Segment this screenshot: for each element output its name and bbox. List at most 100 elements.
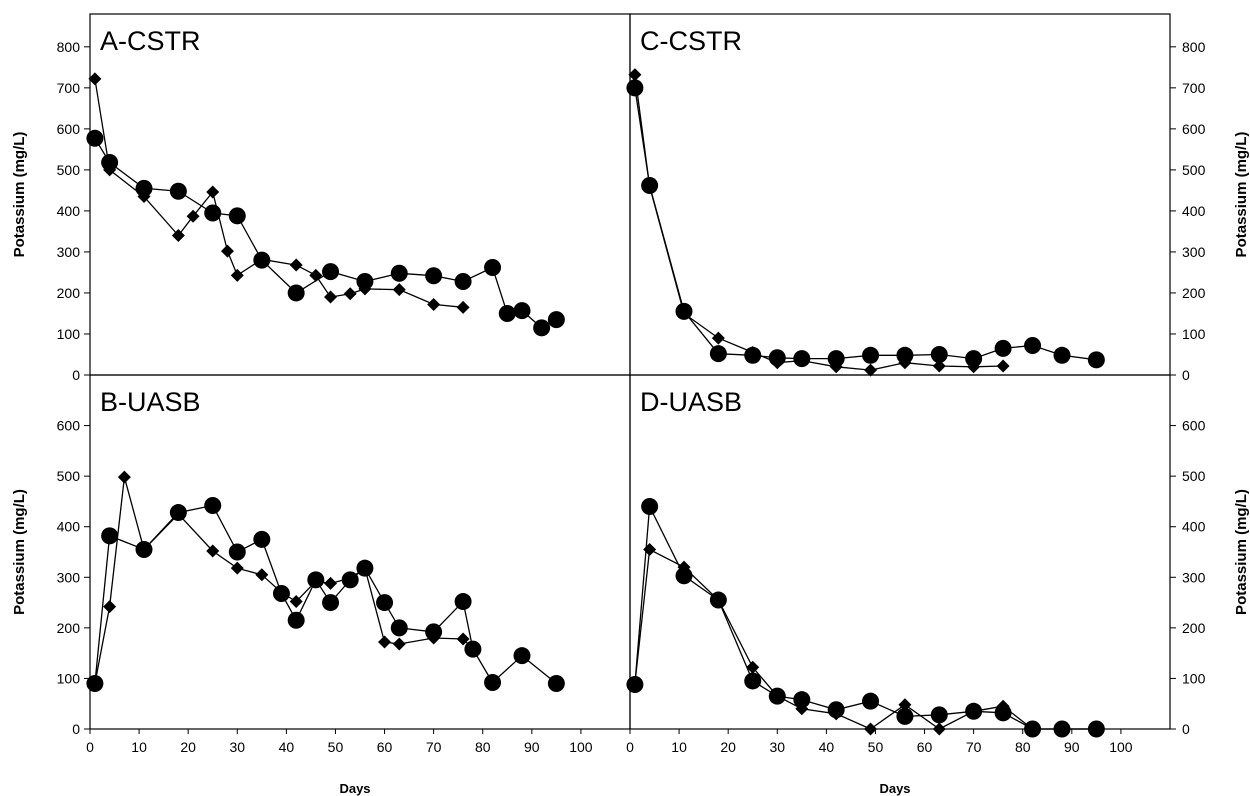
data-point-circle: [994, 704, 1012, 722]
data-point-circle: [1024, 336, 1042, 354]
data-point-diamond: [746, 660, 760, 674]
y-axis-label: Potassium (mg/L): [1233, 489, 1250, 615]
data-point-circle: [101, 527, 119, 545]
data-point-circle: [86, 129, 104, 147]
x-tick-label: 20: [180, 739, 196, 755]
data-point-diamond: [289, 595, 303, 609]
data-point-circle: [626, 675, 644, 693]
data-point-circle: [513, 302, 531, 320]
panel-title: B-UASB: [100, 387, 201, 417]
data-point-diamond: [864, 363, 878, 377]
data-point-circle: [1087, 720, 1105, 738]
y-tick-label: 700: [1182, 80, 1206, 96]
data-point-diamond: [255, 568, 269, 582]
data-point-circle: [827, 701, 845, 719]
y-tick-label: 100: [1182, 670, 1206, 686]
y-axis-label: Potassium (mg/L): [11, 489, 28, 615]
series-line-circle: [634, 504, 1097, 730]
plot-frame: [629, 374, 1171, 730]
y-tick-label: 300: [1182, 244, 1206, 260]
y-tick-label: 0: [72, 367, 80, 383]
x-tick-label: 30: [229, 739, 245, 755]
x-tick-label: 100: [569, 739, 593, 755]
data-point-circle: [356, 559, 374, 577]
data-point-diamond: [898, 698, 912, 712]
data-point-diamond: [230, 561, 244, 575]
data-point-diamond: [378, 635, 392, 649]
data-point-circle: [498, 304, 516, 322]
data-point-circle: [169, 182, 187, 200]
y-tick-label: 500: [1182, 468, 1206, 484]
data-point-circle: [994, 339, 1012, 357]
y-axis-label: Potassium (mg/L): [11, 132, 28, 258]
y-tick-label: 600: [57, 418, 81, 434]
data-point-diamond: [220, 244, 234, 258]
data-point-circle: [675, 567, 693, 585]
y-tick-label: 400: [57, 519, 81, 535]
data-point-diamond: [864, 722, 878, 736]
data-point-circle: [253, 251, 271, 269]
x-tick-label: 50: [328, 739, 344, 755]
x-tick-label: 70: [966, 739, 982, 755]
data-point-diamond: [628, 68, 642, 82]
data-point-circle: [454, 272, 472, 290]
data-point-diamond: [711, 331, 725, 345]
data-point-diamond: [324, 576, 338, 590]
data-point-circle: [341, 571, 359, 589]
x-tick-label: 100: [1109, 739, 1133, 755]
y-tick-label: 400: [1182, 203, 1206, 219]
data-point-circle: [390, 264, 408, 282]
y-tick-label: 100: [57, 670, 81, 686]
data-point-diamond: [324, 290, 338, 304]
series-line-circle: [94, 504, 557, 685]
data-point-circle: [896, 346, 914, 364]
data-point-circle: [425, 267, 443, 285]
data-point-circle: [768, 349, 786, 367]
y-tick-label: 200: [57, 620, 81, 636]
y-tick-label: 200: [1182, 285, 1206, 301]
data-point-circle: [425, 623, 443, 641]
data-point-circle: [204, 496, 222, 514]
data-point-circle: [709, 591, 727, 609]
y-tick-label: 300: [1182, 569, 1206, 585]
data-point-circle: [390, 619, 408, 637]
data-point-circle: [930, 345, 948, 363]
data-point-diamond: [309, 268, 323, 282]
data-point-circle: [896, 707, 914, 725]
data-point-diamond: [392, 637, 406, 651]
y-tick-label: 800: [57, 39, 81, 55]
data-point-diamond: [103, 600, 117, 614]
data-point-circle: [287, 284, 305, 302]
panel-title: A-CSTR: [100, 26, 201, 56]
x-axis-label: Days: [879, 781, 910, 796]
y-tick-label: 600: [1182, 121, 1206, 137]
series-line-circle: [634, 87, 1097, 361]
data-point-circle: [228, 207, 246, 225]
series-line-diamond: [634, 548, 1097, 730]
data-point-diamond: [427, 297, 441, 311]
data-point-circle: [464, 640, 482, 658]
data-point-circle: [793, 691, 811, 709]
data-point-diamond: [289, 258, 303, 272]
x-tick-label: 70: [426, 739, 442, 755]
data-point-circle: [744, 346, 762, 364]
data-point-diamond: [932, 359, 946, 373]
data-point-circle: [272, 584, 290, 602]
data-point-circle: [768, 687, 786, 705]
data-point-circle: [484, 673, 502, 691]
data-point-circle: [626, 79, 644, 97]
data-point-circle: [744, 672, 762, 690]
y-tick-label: 200: [1182, 620, 1206, 636]
data-point-circle: [533, 319, 551, 337]
data-point-circle: [86, 674, 104, 692]
x-tick-label: 40: [819, 739, 835, 755]
data-point-diamond: [230, 268, 244, 282]
data-point-circle: [169, 504, 187, 522]
data-point-circle: [547, 674, 565, 692]
plot-frame: [89, 374, 631, 730]
data-point-diamond: [171, 229, 185, 243]
data-point-diamond: [186, 209, 200, 223]
data-point-circle: [1087, 351, 1105, 369]
data-point-circle: [793, 350, 811, 368]
y-tick-label: 400: [57, 203, 81, 219]
